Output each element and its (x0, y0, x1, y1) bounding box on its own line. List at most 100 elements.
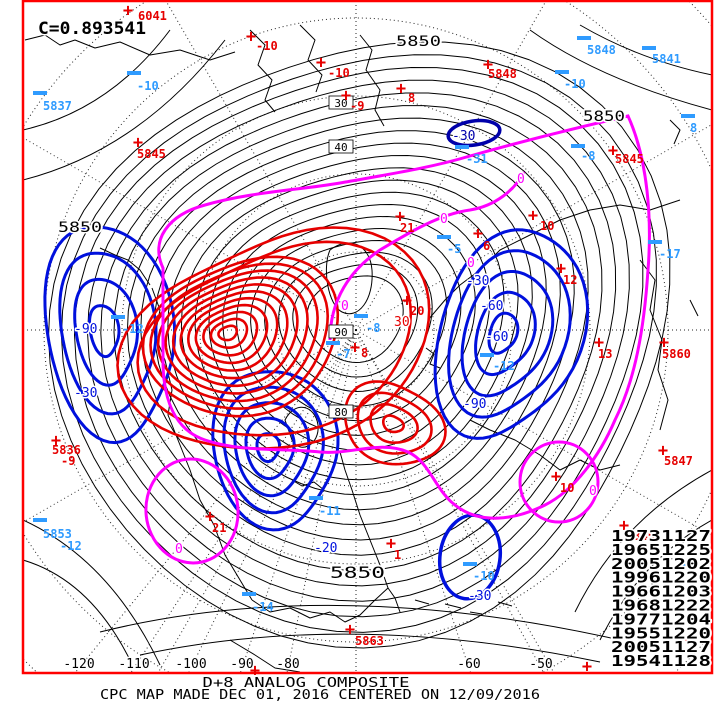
plus-sign-icon: + (51, 431, 61, 451)
analog-date: 19551220 (611, 624, 711, 642)
positive-station-value: -9 (350, 99, 364, 113)
negative-contour-ring (58, 251, 158, 416)
anomaly-contour-label: -90 (74, 322, 97, 337)
positive-contour-ring (149, 262, 330, 410)
positive-station-value: 13 (598, 347, 612, 361)
positive-contour-ring (116, 226, 431, 450)
positive-contour-ring (194, 303, 269, 365)
zero-anomaly-line (144, 114, 651, 565)
longitude-label: -110 (118, 657, 149, 672)
negative-station-value: -10 (137, 79, 159, 93)
height-contour (194, 179, 519, 481)
minus-sign-icon (463, 562, 477, 566)
minus-sign-icon (681, 114, 695, 118)
latitude-label-box (328, 95, 354, 110)
longitude-label: -60 (457, 657, 480, 672)
meridian-line (130, 329, 357, 673)
positive-station-value: -10 (256, 39, 278, 53)
negative-contour-ring (447, 249, 572, 419)
height-contour (278, 251, 433, 393)
plus-sign-icon: + (582, 657, 592, 677)
plus-sign-icon: + (619, 516, 629, 536)
meridian-line (24, 137, 357, 331)
meridian-line (24, 329, 357, 523)
positive-station-value: 5845 (137, 147, 166, 161)
positive-station-value: 8 (361, 346, 368, 360)
minus-sign-icon (648, 240, 662, 244)
minus-sign-icon (111, 315, 125, 319)
analog-date: 20051202 (611, 555, 711, 573)
positive-contour-ring (217, 324, 239, 342)
plus-sign-icon: + (386, 534, 396, 554)
minus-sign-icon (577, 36, 591, 40)
anomaly-contour-label: 0 (589, 484, 597, 499)
positive-station-value: 21 (400, 221, 414, 235)
latitude-label: 30 (334, 97, 347, 110)
negative-station-value: -5 (447, 242, 461, 256)
negative-station-value: -17 (659, 247, 681, 261)
plus-sign-icon: + (350, 338, 360, 358)
anomaly-contour-label: -30 (452, 129, 475, 144)
negative-contour-ring (73, 277, 140, 387)
positive-contour-ring (209, 317, 249, 349)
plus-sign-icon: + (551, 467, 561, 487)
analog-date: 19681222 (611, 597, 711, 615)
positive-station-value: -10 (328, 66, 350, 80)
minus-sign-icon (326, 341, 340, 345)
plus-sign-icon: + (250, 661, 260, 681)
positive-station-value: 12 (563, 273, 577, 287)
negative-station-value: 5837 (43, 99, 72, 113)
meridian-line (355, 329, 555, 673)
minus-sign-icon (309, 496, 323, 500)
plus-sign-icon: + (396, 79, 406, 99)
positive-station-value: 8 (408, 91, 415, 105)
caption-made-date: CPC MAP MADE DEC 01, 2016 CENTERED ON 12… (100, 688, 540, 703)
plus-sign-icon: + (402, 291, 412, 311)
plus-sign-icon: + (685, 630, 695, 650)
height-contour (100, 92, 617, 587)
plus-sign-icon: + (658, 441, 668, 461)
anomaly-contour-label: -60 (480, 299, 503, 314)
positive-contour-ring (202, 310, 259, 357)
plus-sign-icon: + (341, 86, 351, 106)
anomaly-contour-label: 0 (517, 172, 525, 187)
minus-sign-icon (555, 70, 569, 74)
anomaly-contour-labels: -90 -30 -30 -60 -60 -90 -20 -30 -30 30 0 0 0 0 0 0 (73, 128, 599, 606)
positive-station-value: 5847 (664, 454, 693, 468)
plus-sign-icon: + (608, 141, 618, 161)
minus-sign-icon (642, 46, 656, 50)
meridian-line (355, 124, 711, 331)
latitude-label: 90 (334, 326, 347, 339)
latitude-label-box (328, 404, 354, 419)
anomaly-contour-label: 0 (440, 212, 448, 227)
negative-contour-ring (474, 290, 537, 377)
plus-sign-icon: + (556, 259, 566, 279)
height-contour-label: 5850 (583, 109, 625, 125)
negative-station-value: -12 (493, 359, 515, 373)
negative-station-value: -7 (336, 347, 350, 361)
anomaly-contour-label: -90 (463, 397, 486, 412)
coastlines (24, 24, 699, 673)
negative-anomaly-contours (43, 225, 590, 532)
anomaly-contour-label: -30 (74, 386, 97, 401)
negative-station-value: -12 (60, 539, 82, 553)
positive-station-value: 5863 (355, 634, 384, 648)
latitude-label: 40 (334, 141, 347, 154)
analog-date: 20051127 (611, 638, 711, 656)
minus-sign-icon (455, 145, 469, 149)
positive-station-value: 6 (483, 239, 490, 253)
meridian-line (239, 329, 357, 673)
minus-sign-icon (33, 518, 47, 522)
height-contour (73, 66, 644, 618)
meridian-line (355, 329, 472, 673)
latitude-circle (121, 95, 591, 565)
plus-sign-icon: + (345, 620, 355, 640)
anomaly-contour-label: 0 (467, 256, 475, 271)
positive-contour-ring (164, 276, 309, 395)
analog-date: 19731127 (611, 527, 711, 545)
positive-contour-ring (171, 283, 299, 388)
negative-station-value: -11 (319, 504, 341, 518)
height-contour (292, 263, 419, 378)
